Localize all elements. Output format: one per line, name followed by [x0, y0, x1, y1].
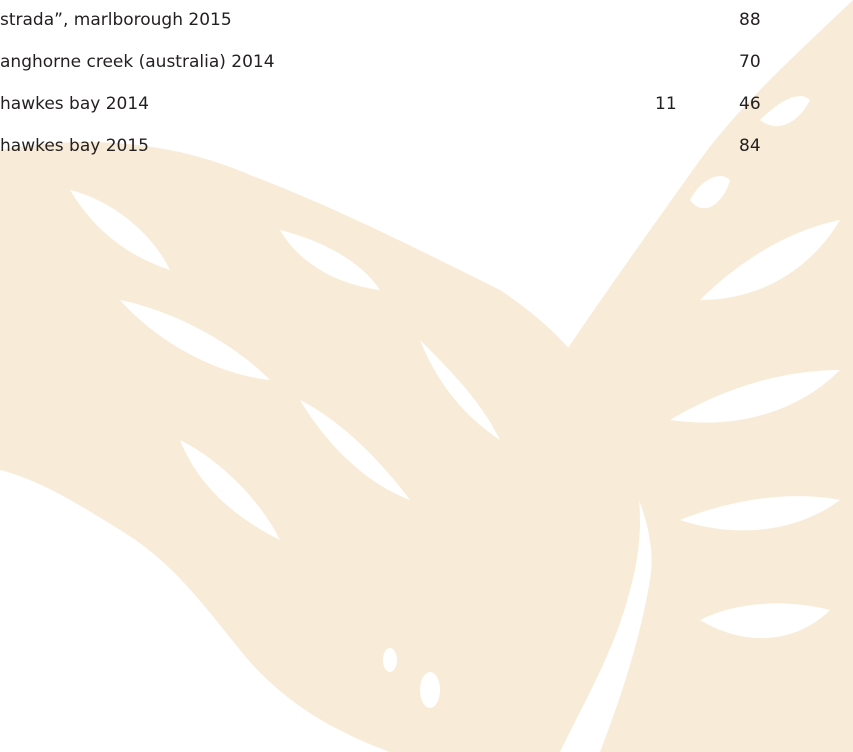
bottle-price: 84	[739, 136, 761, 156]
wine-row: hawkes bay 2015 84	[0, 132, 853, 162]
bottle-price: 70	[739, 52, 761, 72]
wine-name: strada”, marlborough 2015	[0, 10, 232, 30]
tiger-head	[0, 142, 640, 752]
glass-price: 11	[655, 94, 677, 114]
wine-row: anghorne creek (australia) 2014 70	[0, 48, 853, 78]
wine-name: hawkes bay 2014	[0, 94, 149, 114]
wine-name: hawkes bay 2015	[0, 136, 149, 156]
wine-name: anghorne creek (australia) 2014	[0, 52, 275, 72]
bottle-price: 46	[739, 94, 761, 114]
page: {"wine_list": {"rows": [ {"name": "strad…	[0, 0, 853, 752]
bottle-price: 88	[739, 10, 761, 30]
wine-row: strada”, marlborough 2015 88	[0, 6, 853, 36]
wine-row: hawkes bay 2014 11 46	[0, 90, 853, 120]
